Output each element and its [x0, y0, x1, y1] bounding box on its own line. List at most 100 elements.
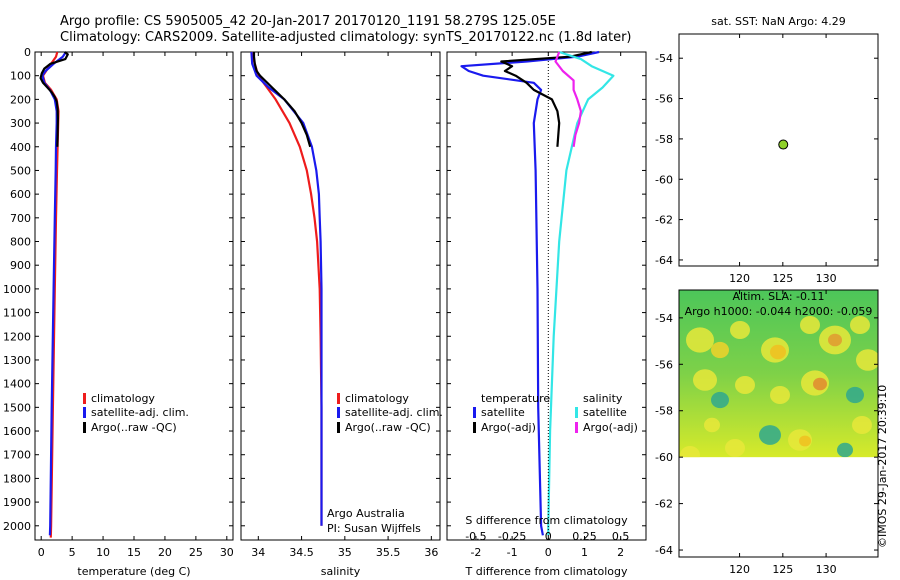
temp-xtick-label: 5: [69, 546, 76, 559]
map-xtick-label: 130: [816, 272, 837, 285]
diff-sal-tick-label: 0.25: [572, 530, 597, 543]
temp-ytick-label: 300: [10, 117, 31, 130]
temp-ytick-label: 500: [10, 164, 31, 177]
sla-eddy: [711, 391, 729, 409]
temp-ytick-label: 700: [10, 212, 31, 225]
sla-title: Altim. SLA: -0.11: [732, 290, 824, 303]
figure-title-line2: Climatology: CARS2009. Satellite-adjuste…: [60, 30, 632, 45]
sla-xtick-label: 130: [816, 563, 837, 576]
sla-xtick-label: 125: [772, 563, 793, 576]
sla-eddies: [680, 316, 878, 458]
diff-xlabel: T difference from climatology: [465, 565, 628, 578]
map-ytick-label: -64: [655, 254, 673, 267]
temp-legend-satellite-swatch: [83, 407, 86, 418]
temp-xtick-label: 20: [158, 546, 172, 559]
argo-note-line2: PI: Susan Wijffels: [327, 522, 421, 535]
temp-ytick-label: 800: [10, 236, 31, 249]
sla-frame: [678, 289, 879, 558]
sla-subtitle: Argo h1000: -0.044 h2000: -0.059: [685, 305, 873, 318]
sal-legend-climatology-swatch: [337, 393, 340, 404]
temp-ytick-label: 1800: [3, 472, 31, 485]
map-title: sat. SST: NaN Argo: 4.29: [711, 15, 845, 28]
sla-eddy: [852, 416, 872, 434]
sla-xtick-label: 120: [729, 563, 750, 576]
diff-xtick-label: 1: [581, 546, 588, 559]
sal-series-argorawqc: [252, 52, 312, 148]
diff-legend-sal-argo-swatch: [575, 422, 578, 433]
sla-eddy: [800, 316, 820, 334]
sla-eddy: [686, 327, 714, 353]
argo-note-line1: Argo Australia: [327, 507, 405, 520]
diff-sal-tick-label: 0.5: [612, 530, 630, 543]
sla-eddy: [837, 442, 853, 458]
temp-ytick-label: 1100: [3, 307, 31, 320]
diff-legend-temp-satellite-label: satellite: [481, 406, 525, 419]
sla-eddy: [730, 321, 750, 339]
map-ytick-label: -54: [655, 52, 673, 65]
diff-legend-sal-argo-label: Argo(-adj): [583, 421, 638, 434]
sal-legend-argo-swatch: [337, 422, 340, 433]
diff-sal-tick-label: -0.25: [498, 530, 526, 543]
sla-eddy: [828, 333, 842, 347]
temp-ytick-label: 0: [24, 46, 31, 59]
temp-xtick-label: 25: [189, 546, 203, 559]
diff-legend-salinity-header: salinity: [583, 392, 623, 405]
diff-series-satellite: [547, 50, 615, 536]
temp-series-satelliteadjclim: [41, 51, 67, 536]
diff-legend-temp-argo-label: Argo(-adj): [481, 421, 536, 434]
temp-xtick-label: 30: [220, 546, 234, 559]
sal-legend-climatology-label: climatology: [345, 392, 409, 405]
temp-legend-argo-swatch: [83, 422, 86, 433]
temp-series-argorawqc: [39, 51, 69, 147]
diff-frame: [446, 51, 647, 541]
diff-sal-tick-label: 0: [545, 530, 552, 543]
sla-ytick-label: -56: [655, 358, 673, 371]
diff-series-argoadj: [554, 51, 583, 147]
temp-ytick-label: 600: [10, 188, 31, 201]
sla-eddy: [759, 425, 781, 445]
sla-ytick-label: -62: [655, 498, 673, 511]
temp-ytick-label: 1700: [3, 449, 31, 462]
sla-eddy: [846, 386, 864, 404]
sla-eddy: [856, 349, 878, 371]
diff-legend-temperature-header: temperature: [481, 392, 550, 405]
map-ytick-label: -58: [655, 133, 673, 146]
diff-sal-title: S difference from climatology: [465, 514, 628, 527]
sla-eddy: [704, 417, 720, 433]
sal-legend-satellite-swatch: [337, 407, 340, 418]
temp-legend-climatology-label: climatology: [91, 392, 155, 405]
temp-ytick-label: 1900: [3, 496, 31, 509]
figure-title-line1: Argo profile: CS 5905005_42 20-Jan-2017 …: [60, 14, 556, 29]
temp-xlabel: temperature (deg C): [77, 565, 190, 578]
sal-xtick-label: 34.5: [289, 546, 314, 559]
sal-xlabel: salinity: [321, 565, 361, 578]
diff-legend-sal-satellite-swatch: [575, 407, 578, 418]
temp-ytick-label: 1000: [3, 283, 31, 296]
temp-ytick-label: 100: [10, 70, 31, 83]
map-point: [778, 139, 789, 150]
diff-legend-temp-satellite-swatch: [473, 407, 476, 418]
sal-frame: [240, 51, 441, 541]
sla-eddy: [735, 376, 755, 394]
temp-ytick-label: 200: [10, 93, 31, 106]
sal-series-satelliteadjclim: [250, 51, 323, 526]
map-xtick-label: 120: [729, 272, 750, 285]
sla-eddy: [725, 439, 745, 457]
sal-xtick-label: 35: [338, 546, 352, 559]
sal-xtick-label: 34: [251, 546, 265, 559]
map-ytick-label: -56: [655, 93, 673, 106]
temp-ytick-label: 400: [10, 141, 31, 154]
temp-ytick-label: 2000: [3, 520, 31, 533]
sla-ytick-label: -60: [655, 451, 673, 464]
diff-xtick-label: -2: [470, 546, 481, 559]
map-frame: [678, 33, 879, 267]
diff-legend-sal-satellite-label: satellite: [583, 406, 627, 419]
sla-eddy: [799, 435, 811, 447]
sal-legend-argo-label: Argo(..raw -QC): [345, 421, 431, 434]
temp-legend-satellite-label: satellite-adj. clim.: [91, 406, 189, 419]
sal-xtick-label: 36: [424, 546, 438, 559]
temp-ytick-label: 1400: [3, 378, 31, 391]
sla-eddy: [850, 316, 870, 334]
sal-xtick-label: 35.5: [376, 546, 401, 559]
